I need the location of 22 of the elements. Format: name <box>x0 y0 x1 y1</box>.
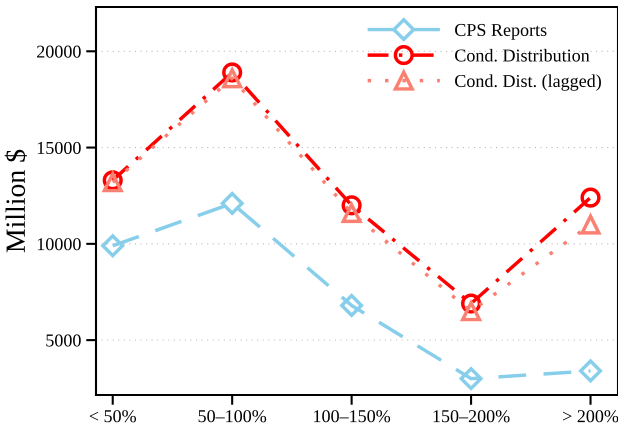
point <box>222 68 242 88</box>
y-axis-title: Million $ <box>4 150 27 252</box>
y-tick-label: 15000 <box>38 142 81 154</box>
point <box>220 192 244 215</box>
x-tick-label: < 50% <box>90 410 136 422</box>
point <box>578 359 602 382</box>
point <box>342 202 362 224</box>
y-tick-label: 5000 <box>46 334 81 347</box>
legend-label: CPS Reports <box>455 24 546 40</box>
point <box>101 234 124 258</box>
y-tick-label: 10000 <box>38 238 81 250</box>
x-tick-label: 50–100% <box>198 410 266 422</box>
y-tick-label: 20000 <box>37 46 81 58</box>
point <box>461 301 482 322</box>
legend-label: Cond. Distribution <box>455 48 590 62</box>
point <box>460 367 483 390</box>
point <box>580 188 601 208</box>
legend-label: Cond. Dist. (lagged) <box>455 74 601 91</box>
x-tick-label: 150–200% <box>434 410 510 422</box>
point <box>340 294 364 318</box>
x-tick-label: 100–150% <box>314 410 390 422</box>
x-tick-label: > 200% <box>563 410 618 422</box>
